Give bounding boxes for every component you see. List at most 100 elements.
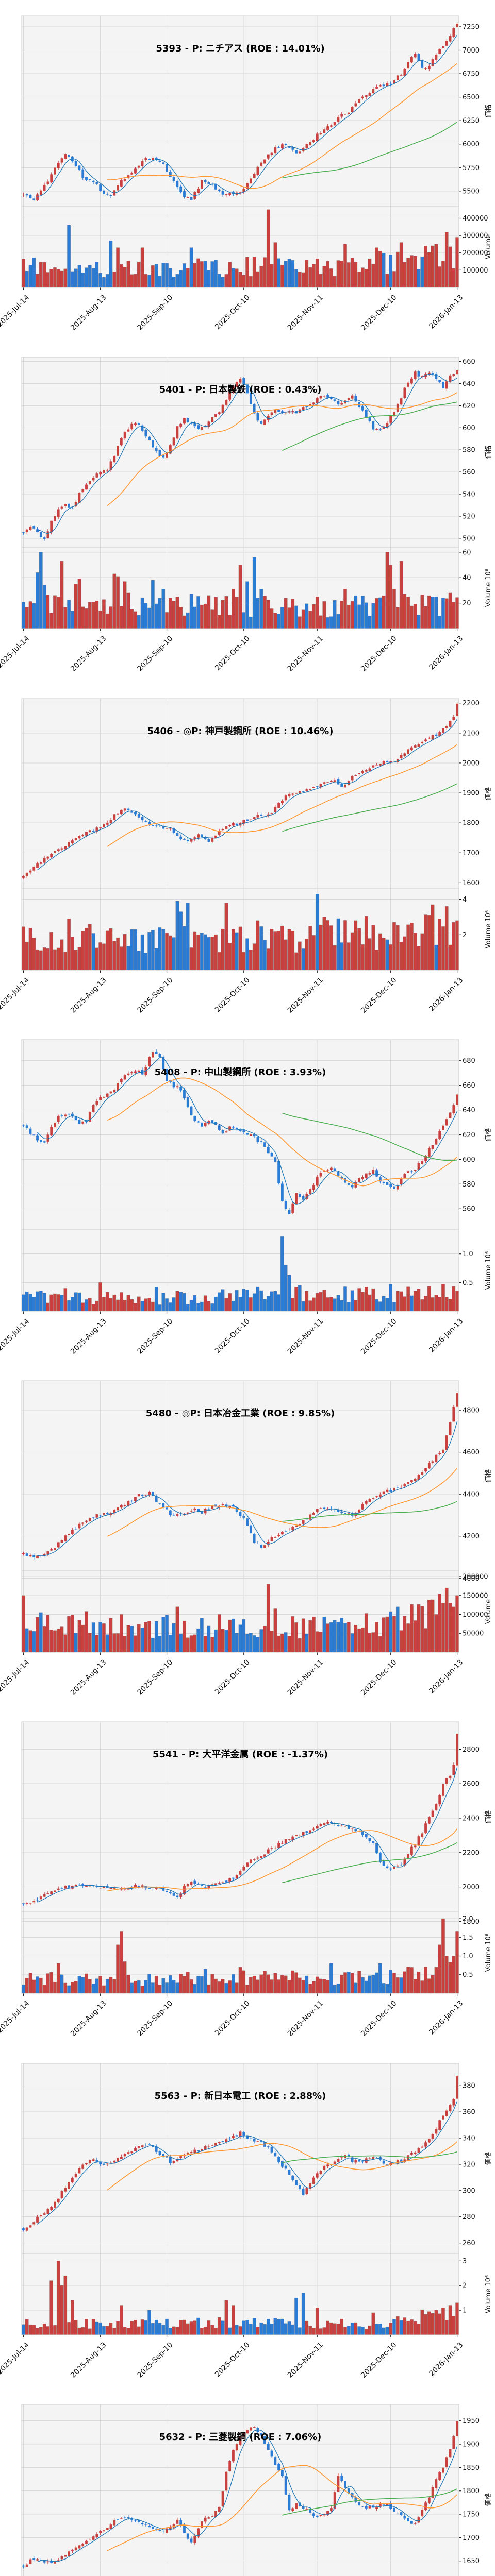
- candle-body: [169, 1510, 172, 1515]
- candle-body: [176, 2159, 179, 2162]
- price-tick-label: 1800: [463, 819, 480, 827]
- volume-bar: [46, 2326, 50, 2335]
- candle-body: [319, 133, 322, 135]
- volume-bar: [298, 1978, 302, 1994]
- candle-body: [435, 1454, 438, 1463]
- candle-body: [176, 2519, 179, 2524]
- volume-bar: [256, 598, 260, 629]
- volume-bar: [224, 274, 228, 288]
- ma25-line: [107, 1077, 458, 1187]
- volume-bar: [221, 277, 225, 288]
- date-tick-label: 2025-Jul-14: [0, 1999, 31, 2035]
- candle-body: [323, 1823, 326, 1825]
- volume-bar: [228, 615, 232, 629]
- candle-body: [200, 1512, 203, 1514]
- volume-bar: [119, 1614, 123, 1653]
- candle-body: [166, 453, 168, 459]
- volume-bar: [63, 1288, 68, 1312]
- candle-body: [267, 416, 270, 421]
- volume-bar: [95, 2321, 99, 2335]
- candle-body: [54, 1548, 56, 1551]
- candle-body: [378, 85, 382, 87]
- candle-body: [295, 150, 298, 154]
- volume-bar: [168, 1302, 172, 1312]
- candle-body: [113, 814, 116, 820]
- candle-body: [400, 755, 403, 758]
- candle-body: [424, 739, 427, 741]
- candle-body: [190, 423, 193, 424]
- candle-body: [60, 1888, 63, 1890]
- volume-bar: [287, 929, 291, 970]
- candle-body: [382, 2504, 385, 2506]
- volume-bar: [25, 1628, 29, 1653]
- candle-body: [155, 1887, 158, 1890]
- candle-body: [452, 2436, 455, 2449]
- candle-body: [36, 1900, 39, 1901]
- candle-body: [421, 2146, 424, 2148]
- volume-bar: [354, 262, 358, 288]
- candle-body: [253, 817, 256, 819]
- volume-bar: [277, 930, 280, 970]
- candle-body: [43, 2213, 46, 2215]
- date-tick-label: 2025-Dec-10: [359, 635, 398, 673]
- candle-body: [361, 406, 364, 411]
- candle-body: [291, 1527, 294, 1531]
- volume-bar: [403, 1971, 407, 1994]
- candle-body: [207, 839, 210, 842]
- price-tick-label: 4800: [463, 1407, 480, 1415]
- candle-body: [340, 2476, 343, 2481]
- candle-body: [298, 1194, 301, 1197]
- candle-body: [386, 760, 389, 762]
- candle-body: [239, 1871, 242, 1875]
- volume-bar: [298, 941, 302, 970]
- stock-chart-panel: 560 580 600 620 640 660 680 0.5 1.0 2025-Jul-14 20…: [0, 1023, 495, 1365]
- volume-bar: [333, 1985, 337, 1994]
- candle-body: [228, 392, 232, 400]
- volume-bar: [207, 595, 211, 629]
- candle-body: [148, 1888, 151, 1889]
- candle-body: [323, 782, 326, 784]
- volume-bar: [186, 2323, 190, 2335]
- candle-body: [95, 1514, 98, 1518]
- volume-bar: [238, 272, 242, 288]
- volume-bar: [172, 601, 176, 629]
- candle-body: [270, 1537, 273, 1541]
- candle-body: [123, 1889, 126, 1890]
- volume-bar: [134, 274, 137, 288]
- volume-bar: [350, 1633, 354, 1653]
- candle-body: [117, 1507, 119, 1511]
- volume-bar: [448, 1603, 452, 1653]
- volume-bar: [193, 1634, 197, 1653]
- candle-body: [291, 1837, 294, 1841]
- volume-bar: [438, 2313, 442, 2335]
- candle-body: [155, 825, 158, 826]
- volume-bar: [134, 1981, 137, 1994]
- candle-body: [92, 831, 95, 832]
- volume-bar: [207, 1301, 211, 1312]
- candle-body: [249, 2138, 252, 2139]
- volume-bar: [413, 604, 417, 629]
- volume-bar: [413, 256, 417, 288]
- candle-body: [438, 1453, 441, 1455]
- volume-bar: [144, 952, 148, 970]
- candle-body: [36, 2559, 39, 2561]
- candle-body: [393, 2507, 395, 2512]
- volume-tick-label: 100000: [463, 267, 488, 275]
- volume-bar: [329, 616, 333, 629]
- candle-body: [456, 1393, 459, 1407]
- volume-bar: [336, 260, 340, 288]
- candle-body: [326, 126, 329, 130]
- volume-tick-label: 0.5: [463, 1972, 473, 1979]
- candle-body: [319, 1824, 322, 1827]
- volume-bar: [50, 613, 54, 629]
- candle-body: [190, 2151, 193, 2154]
- volume-bar: [91, 933, 95, 970]
- volume-bar: [102, 277, 106, 288]
- volume-bar: [214, 1629, 218, 1653]
- volume-bar: [116, 247, 120, 288]
- volume-tick-label: 20: [463, 600, 471, 607]
- volume-bar: [112, 2328, 117, 2335]
- candle-body: [249, 819, 252, 820]
- candle-body: [214, 414, 217, 418]
- volume-bar: [266, 1974, 270, 1994]
